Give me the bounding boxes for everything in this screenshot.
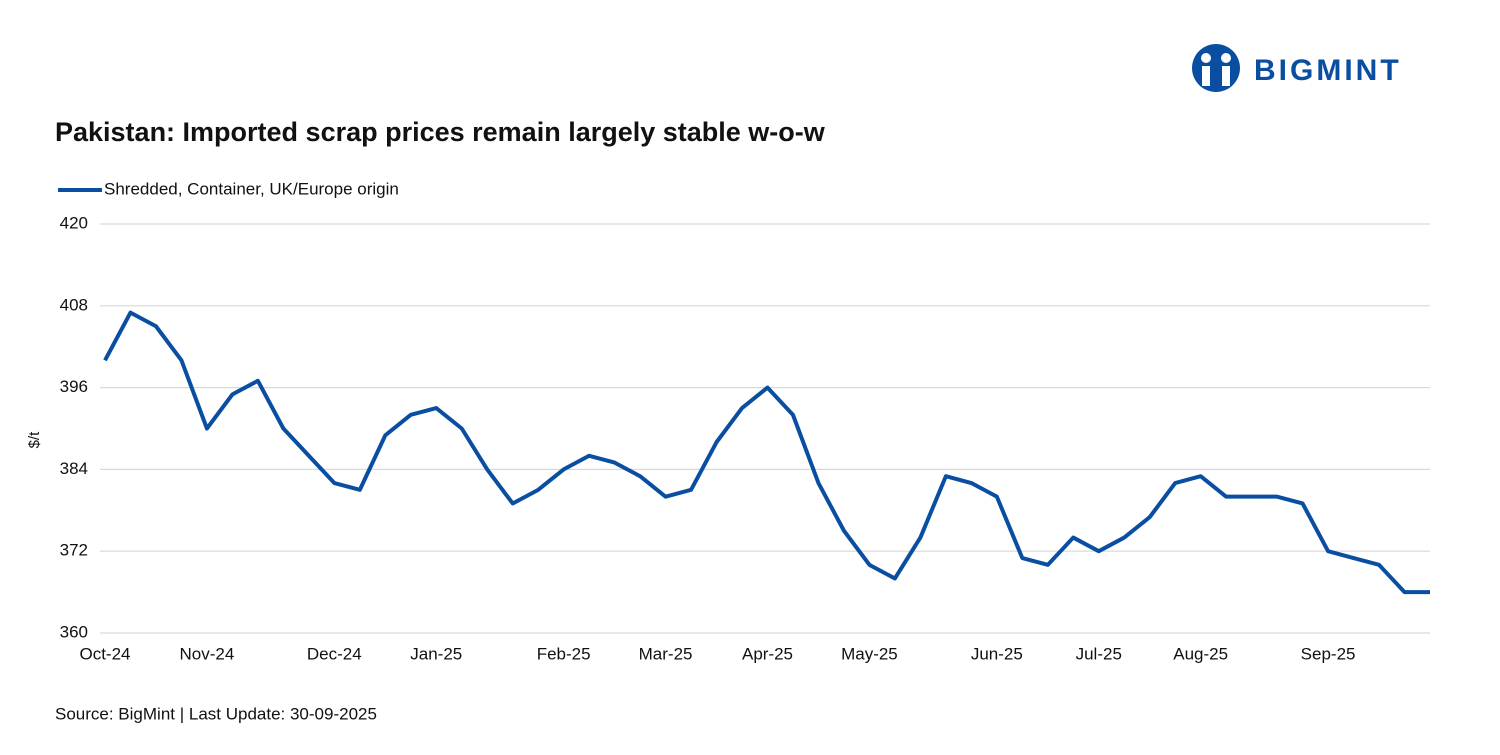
y-tick-label: 408 xyxy=(60,295,88,314)
y-tick-label: 420 xyxy=(60,213,88,232)
line xyxy=(103,310,1430,595)
y-axis-label: $/t xyxy=(26,431,43,449)
x-tick-label: Jul-25 xyxy=(1076,644,1122,663)
x-tick-label: Apr-25 xyxy=(742,644,793,663)
x-tick-label: May-25 xyxy=(841,644,898,663)
x-tick-label: Jan-25 xyxy=(410,644,462,663)
y-tick-label: 372 xyxy=(60,541,88,560)
y-tick-label: 360 xyxy=(60,622,88,641)
brand: BIGMINT xyxy=(1254,54,1402,87)
x-tick-label: Feb-25 xyxy=(537,644,591,663)
source: Source: BigMint | Last Update: 30-09-202… xyxy=(55,704,377,723)
y-tick-label: 384 xyxy=(60,459,88,478)
x-tick-label: Oct-24 xyxy=(79,644,130,663)
x-tick-label: Nov-24 xyxy=(180,644,235,663)
x-tick-label: Dec-24 xyxy=(307,644,362,663)
logo-icon xyxy=(1192,44,1240,92)
legend-label: Shredded, Container, UK/Europe origin xyxy=(104,179,399,198)
x-tick-label: Sep-25 xyxy=(1301,644,1356,663)
x-tick-label: Aug-25 xyxy=(1173,644,1228,663)
x-tick-label: Jun-25 xyxy=(971,644,1023,663)
x-tick-label: Mar-25 xyxy=(639,644,693,663)
chart-title: Pakistan: Imported scrap prices remain l… xyxy=(55,117,826,147)
y-tick-label: 396 xyxy=(60,377,88,396)
